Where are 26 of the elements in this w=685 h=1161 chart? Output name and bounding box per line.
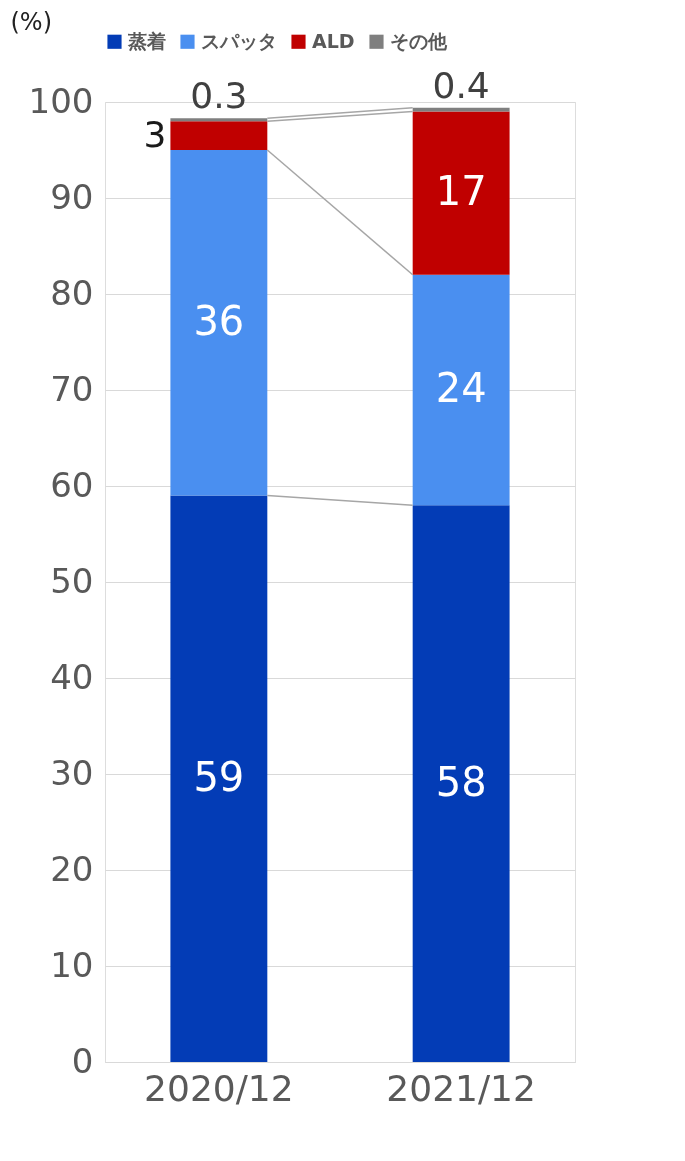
y-tick-label: 80: [50, 272, 94, 313]
data-label: 0.3: [190, 75, 248, 117]
data-label: 17: [435, 168, 487, 215]
y-tick-label: 0: [71, 1040, 94, 1081]
data-label: 58: [435, 758, 487, 805]
data-label: 3: [143, 113, 167, 155]
y-tick-label: 20: [50, 848, 94, 889]
legend-label: スパッタ: [201, 29, 277, 52]
data-label: 59: [193, 753, 245, 800]
data-label: 0.4: [432, 64, 490, 106]
legend-label: ALD: [312, 29, 355, 52]
y-tick-label: 10: [50, 944, 94, 985]
data-label: 24: [435, 365, 487, 411]
y-tick-label: 40: [50, 656, 94, 697]
x-tick-label: 2021/12: [386, 1067, 536, 1109]
y-tick-label: 30: [50, 752, 94, 793]
y-tick-label: 100: [28, 80, 94, 121]
y-tick-label: 60: [50, 464, 94, 505]
x-tick-label: 2020/12: [144, 1067, 294, 1109]
y-tick-label: 90: [50, 176, 94, 217]
y-tick-label: 70: [50, 368, 94, 409]
y-tick-label: 50: [50, 560, 94, 601]
legend-label: 蒸着: [127, 29, 166, 52]
legend-label: その他: [390, 29, 448, 52]
y-axis-title: (%): [10, 7, 53, 36]
data-label: 36: [193, 297, 245, 344]
